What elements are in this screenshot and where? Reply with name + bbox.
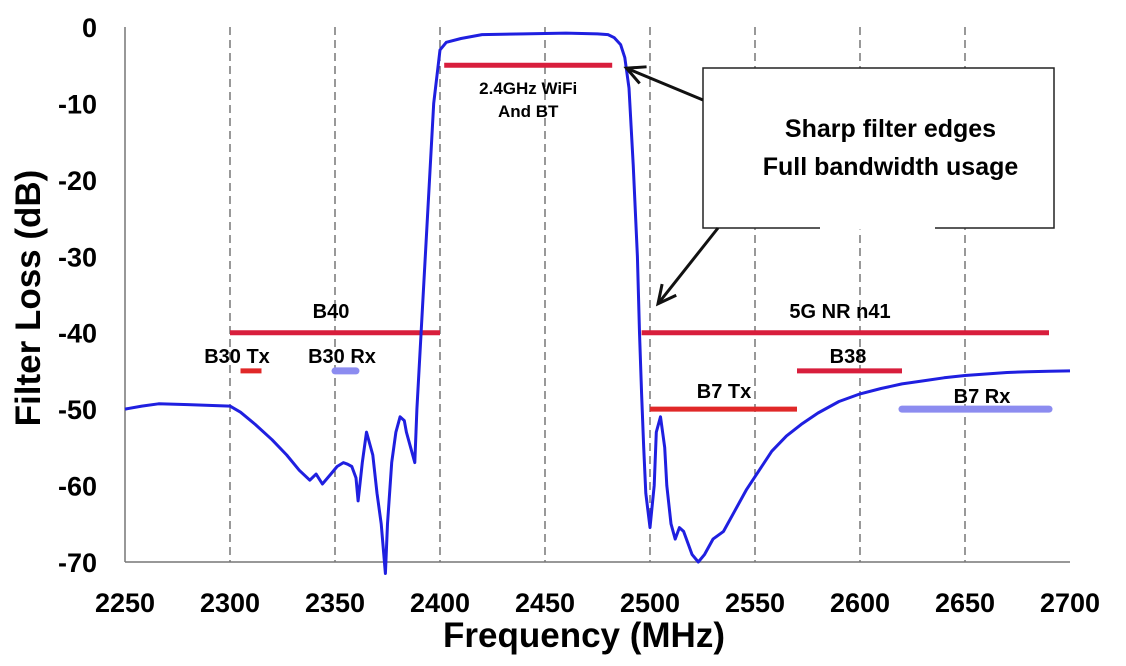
x-tick-label: 2600: [830, 588, 890, 618]
callout-arrow-1: [625, 66, 704, 102]
y-tick-label: 0: [82, 13, 97, 43]
x-axis-title: Frequency (MHz): [443, 616, 725, 655]
callout-text-line-2: Full bandwidth usage: [763, 153, 1019, 181]
y-tick-labels: 0 -10 -20 -30 -40 -50 -60 -70: [58, 13, 97, 578]
annotation-callout: Sharp filter edges Full bandwidth usage: [623, 65, 1055, 307]
x-tick-label: 2500: [620, 588, 680, 618]
band-label-5g-nr-n41: 5G NR n41: [789, 301, 890, 323]
band-label-b30-rx: B30 Rx: [308, 346, 376, 368]
callout-text-line-1: Sharp filter edges: [785, 115, 996, 143]
y-tick-label: -60: [58, 472, 97, 502]
band-label-b38: B38: [830, 346, 867, 368]
band-labels: B40 B30 Tx B30 Rx 2.4GHz WiFi And BT 5G NR n4…: [204, 79, 1010, 408]
y-tick-label: -70: [58, 548, 97, 578]
y-tick-label: -40: [58, 319, 97, 349]
y-tick-label: -30: [58, 242, 97, 272]
callout-arrowhead-2: [655, 283, 677, 307]
x-tick-labels: 2250 2300 2350 2400 2450 2500 2550 2600 2650 2700: [95, 588, 1100, 618]
y-tick-label: -10: [58, 89, 97, 119]
y-tick-label: -50: [58, 395, 97, 425]
x-tick-label: 2450: [515, 588, 575, 618]
band-label-wifi: 2.4GHz WiFi And BT: [479, 79, 577, 121]
x-tick-label: 2700: [1040, 588, 1100, 618]
callout-arrowhead-1: [623, 65, 647, 85]
x-tick-label: 2350: [305, 588, 365, 618]
x-tick-label: 2400: [410, 588, 470, 618]
frequency-bands: [230, 62, 1053, 413]
band-label-b7-tx: B7 Tx: [697, 381, 751, 403]
x-tick-label: 2650: [935, 588, 995, 618]
y-tick-label: -20: [58, 166, 97, 196]
x-tick-label: 2550: [725, 588, 785, 618]
band-label-b30-tx: B30 Tx: [204, 346, 270, 368]
callout-box: [702, 67, 1055, 229]
grid-lines: [229, 27, 966, 562]
band-label-b40: B40: [313, 301, 350, 323]
callout-arrow-2: [656, 227, 720, 305]
plot-frame: [124, 27, 1070, 563]
series-group: [124, 31, 1071, 575]
series-line-0: [124, 31, 1071, 575]
band-label-b7-rx: B7 Rx: [954, 386, 1011, 408]
x-tick-label: 2300: [200, 588, 260, 618]
y-axis-title: Filter Loss (dB): [9, 170, 48, 427]
x-tick-label: 2250: [95, 588, 155, 618]
